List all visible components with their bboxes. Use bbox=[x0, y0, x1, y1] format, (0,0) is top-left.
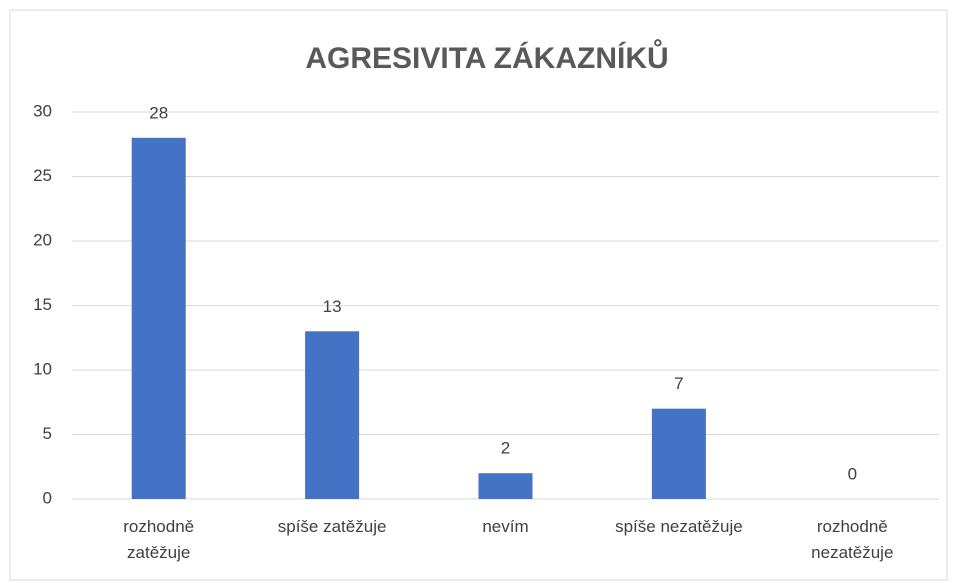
data-label: 2 bbox=[501, 439, 510, 458]
data-label: 28 bbox=[149, 103, 168, 122]
chart-title: AGRESIVITA ZÁKAZNÍKŮ bbox=[305, 39, 668, 75]
bar bbox=[305, 331, 360, 499]
x-tick-label: rozhodně zatěžuje bbox=[123, 517, 195, 562]
data-label: 0 bbox=[848, 464, 857, 483]
y-tick-label: 0 bbox=[43, 488, 52, 507]
bar bbox=[651, 408, 706, 499]
x-tick-label: rozhodně nezatěžuje bbox=[811, 517, 894, 562]
data-label: 7 bbox=[674, 374, 683, 393]
bar bbox=[478, 473, 533, 499]
y-tick-label: 10 bbox=[33, 359, 52, 378]
bar bbox=[131, 137, 186, 500]
x-tick-label: spíše zatěžuje bbox=[277, 517, 387, 536]
y-tick-label: 30 bbox=[33, 101, 52, 120]
y-tick-label: 15 bbox=[33, 295, 52, 314]
x-tick-label: spíše nezatěžuje bbox=[615, 517, 743, 536]
y-tick-label: 25 bbox=[33, 166, 52, 185]
y-tick-label: 20 bbox=[33, 230, 52, 249]
data-label: 13 bbox=[323, 297, 342, 316]
y-tick-label: 5 bbox=[43, 424, 52, 443]
x-tick-label: nevím bbox=[482, 517, 529, 536]
